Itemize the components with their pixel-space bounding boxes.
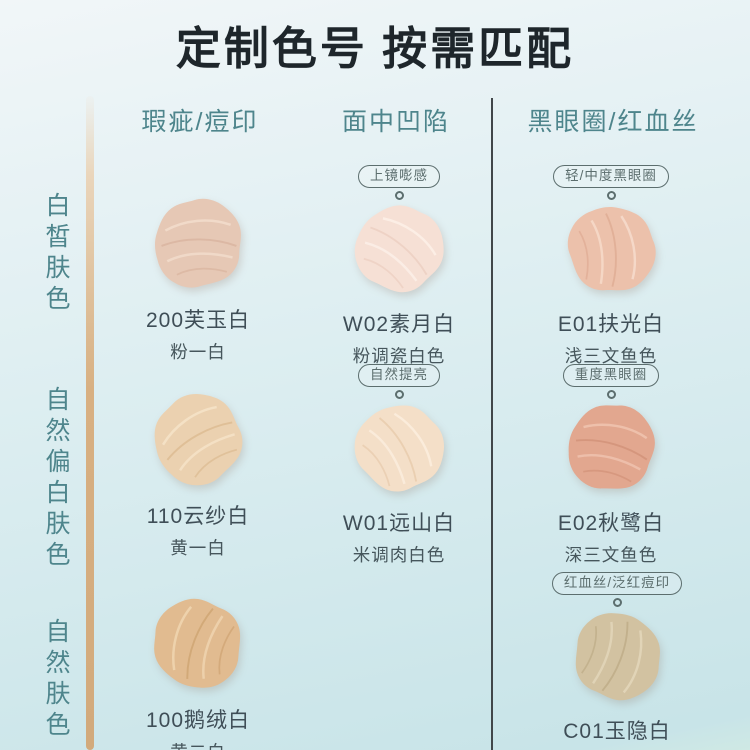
- feature-badge: 轻/中度黑眼圈: [553, 165, 669, 188]
- badge-connector-dot: [612, 598, 622, 607]
- badge-connector-dot: [606, 390, 616, 399]
- cream-swatch: [568, 405, 655, 489]
- product-tone: 粉调瓷白色: [352, 346, 446, 366]
- accent-vertical-line: [86, 96, 94, 750]
- feature-badge: 上镜嘭感: [358, 165, 440, 188]
- column-header-flaws-acne: 瑕疵/痘印: [141, 108, 259, 136]
- product-name: 100鹅绒白: [145, 709, 251, 732]
- column-header-dark-circles: 黑眼圈/红血丝: [527, 108, 699, 136]
- cream-swatch: [154, 394, 243, 486]
- product-tone: 米调肉白色: [352, 545, 446, 565]
- product-name: E02秋鹭白: [557, 512, 665, 535]
- skin-tone-label-natural-fair: 自然偏白肤色: [42, 386, 70, 572]
- cream-swatch: [154, 198, 241, 288]
- product-name: W01远山白: [342, 512, 456, 535]
- column-header-mid-face: 面中凹陷: [341, 108, 451, 136]
- cream-swatch: [354, 205, 444, 293]
- product-name: 110云纱白: [146, 505, 250, 528]
- feature-badge: 重度黑眼圈: [562, 364, 660, 387]
- product-tone: 黄一白: [170, 538, 226, 558]
- product-cell: 110云纱白 黄一白: [93, 392, 303, 560]
- feature-badge: 红血丝/泛红痘印: [551, 572, 683, 595]
- product-cell: 红血丝/泛红痘印 C01玉隐白 灰豆绿色: [512, 572, 722, 750]
- product-cell: 自然提亮 W01远山白 米调肉白色: [294, 364, 504, 567]
- skin-tone-label-natural: 自然肤色: [42, 618, 70, 742]
- product-tone: 黄二白: [170, 739, 226, 750]
- badge-connector-dot: [394, 390, 404, 399]
- cream-swatch: [567, 206, 656, 291]
- product-tone: 粉一白: [170, 342, 226, 362]
- page-title: 定制色号 按需匹配: [175, 24, 575, 74]
- cream-swatch: [354, 405, 445, 492]
- product-cell: 100鹅绒白 黄二白: [93, 596, 303, 750]
- product-cell: 轻/中度黑眼圈 E01扶光白 浅三文鱼色: [506, 165, 716, 368]
- product-name: C01玉隐白: [563, 720, 671, 743]
- column-divider: [491, 98, 493, 750]
- badge-connector-dot: [606, 191, 616, 200]
- feature-badge: 自然提亮: [358, 364, 440, 387]
- badge-connector-dot: [394, 191, 404, 200]
- product-tone: 深三文鱼色: [564, 545, 658, 565]
- product-cell: 重度黑眼圈 E02秋鹭白 深三文鱼色: [506, 364, 716, 567]
- product-cell: 200芙玉白 粉一白: [93, 196, 303, 364]
- product-name: W02素月白: [342, 313, 456, 336]
- skin-tone-label-fair: 白皙肤色: [42, 192, 70, 316]
- product-tone: 浅三文鱼色: [564, 346, 658, 366]
- cream-swatch: [575, 613, 660, 701]
- product-name: 200芙玉白: [145, 309, 251, 332]
- product-cell: 上镜嘭感 W02素月白 粉调瓷白色: [294, 165, 504, 368]
- product-name: E01扶光白: [557, 313, 665, 336]
- cream-swatch: [154, 598, 241, 688]
